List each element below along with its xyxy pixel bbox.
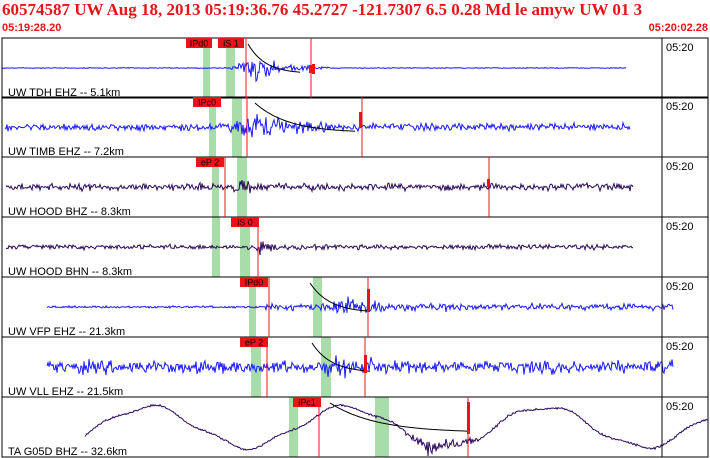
amplitude-marker bbox=[367, 289, 370, 311]
coda-decay-curve bbox=[247, 43, 301, 73]
event-header: 60574587 UW Aug 18, 2013 05:19:36.76 45.… bbox=[2, 0, 643, 19]
coda-decay-curve bbox=[254, 102, 356, 132]
pick-flag-label: eP 2 bbox=[201, 158, 219, 168]
pick-flag[interactable]: eP 2 bbox=[196, 157, 224, 168]
pick-flag[interactable]: IPc0 bbox=[193, 97, 221, 108]
pick-flag[interactable]: iPc1 bbox=[293, 397, 321, 408]
minute-tick-label: 05:20 bbox=[666, 341, 694, 353]
minute-tick-label: 05:20 bbox=[666, 221, 694, 233]
pick-flag[interactable]: iS 0 bbox=[231, 217, 259, 228]
pick-flag-box bbox=[240, 277, 268, 287]
waveform-trace bbox=[5, 179, 634, 194]
arrival-window-band bbox=[237, 157, 247, 217]
panel-frame[interactable] bbox=[1, 37, 709, 99]
pick-flag-box bbox=[193, 97, 221, 107]
minute-tick-label: 05:20 bbox=[666, 281, 694, 293]
pick-flag-box bbox=[218, 38, 244, 48]
amplitude-marker bbox=[309, 65, 312, 73]
pick-flag-label: iS 1 bbox=[223, 39, 239, 49]
minute-tick-label: 05:20 bbox=[666, 42, 694, 54]
station-label: UW TIMB EHZ -- 7.2km bbox=[8, 146, 124, 158]
station-label: UW HOOD BHN -- 8.3km bbox=[8, 266, 132, 278]
amplitude-marker bbox=[487, 179, 490, 187]
minute-tick-label: 05:20 bbox=[666, 101, 694, 113]
waveform-trace bbox=[46, 296, 674, 315]
station-label: TA G05D BHZ -- 32.6km bbox=[8, 446, 127, 458]
amplitude-marker bbox=[364, 355, 367, 373]
waveform-trace bbox=[84, 403, 709, 457]
arrival-window-band bbox=[313, 277, 322, 337]
waveform-trace bbox=[5, 241, 634, 256]
minute-tick-label: 05:20 bbox=[666, 161, 694, 173]
pick-flag-label: iPc1 bbox=[298, 398, 316, 408]
coda-decay-curve bbox=[309, 282, 371, 312]
arrival-window-band bbox=[289, 397, 298, 457]
pick-flag[interactable]: IPd0 bbox=[186, 38, 212, 49]
pick-flag-label: eP 2 bbox=[245, 338, 263, 348]
panel-frame[interactable] bbox=[1, 396, 709, 458]
station-label: UW TDH EHZ -- 5.1km bbox=[8, 87, 120, 99]
coda-decay-curve bbox=[311, 342, 371, 372]
start-time-label: 05:19:28.20 bbox=[2, 22, 62, 34]
pick-flag-box bbox=[231, 217, 259, 227]
pick-flag-box bbox=[196, 157, 224, 167]
coda-decay-curve bbox=[329, 402, 470, 432]
station-label: UW HOOD BHZ -- 8.3km bbox=[8, 206, 131, 218]
pick-flag-label: IPd0 bbox=[190, 39, 209, 49]
pick-flag-box bbox=[186, 38, 212, 48]
arrival-window-band bbox=[232, 97, 242, 157]
minute-tick-label: 05:20 bbox=[666, 401, 694, 413]
amplitude-marker bbox=[467, 402, 470, 434]
pick-flag[interactable]: iS 1 bbox=[218, 38, 244, 49]
pick-flag[interactable]: IPd0 bbox=[240, 277, 268, 288]
arrival-window-band bbox=[212, 217, 220, 277]
amplitude-marker bbox=[312, 64, 315, 74]
amplitude-marker bbox=[359, 112, 362, 127]
waveform-trace bbox=[4, 114, 631, 138]
pick-flag-label: IPc0 bbox=[198, 98, 216, 108]
station-label: UW VLL EHZ -- 21.5km bbox=[8, 386, 123, 398]
pick-flag[interactable]: eP 2 bbox=[240, 337, 268, 348]
pick-flag-box bbox=[293, 397, 321, 407]
pick-flag-label: iS 0 bbox=[237, 218, 253, 228]
waveform-trace bbox=[46, 355, 674, 379]
arrival-window-band bbox=[212, 157, 219, 217]
pick-flag-label: IPd0 bbox=[245, 278, 264, 288]
station-label: UW VFP EHZ -- 21.3km bbox=[8, 326, 125, 338]
end-time-label: 05:20:02.28 bbox=[648, 22, 708, 34]
arrival-window-band bbox=[251, 337, 261, 397]
arrival-window-band bbox=[375, 397, 389, 457]
pick-flag-box bbox=[240, 337, 268, 347]
